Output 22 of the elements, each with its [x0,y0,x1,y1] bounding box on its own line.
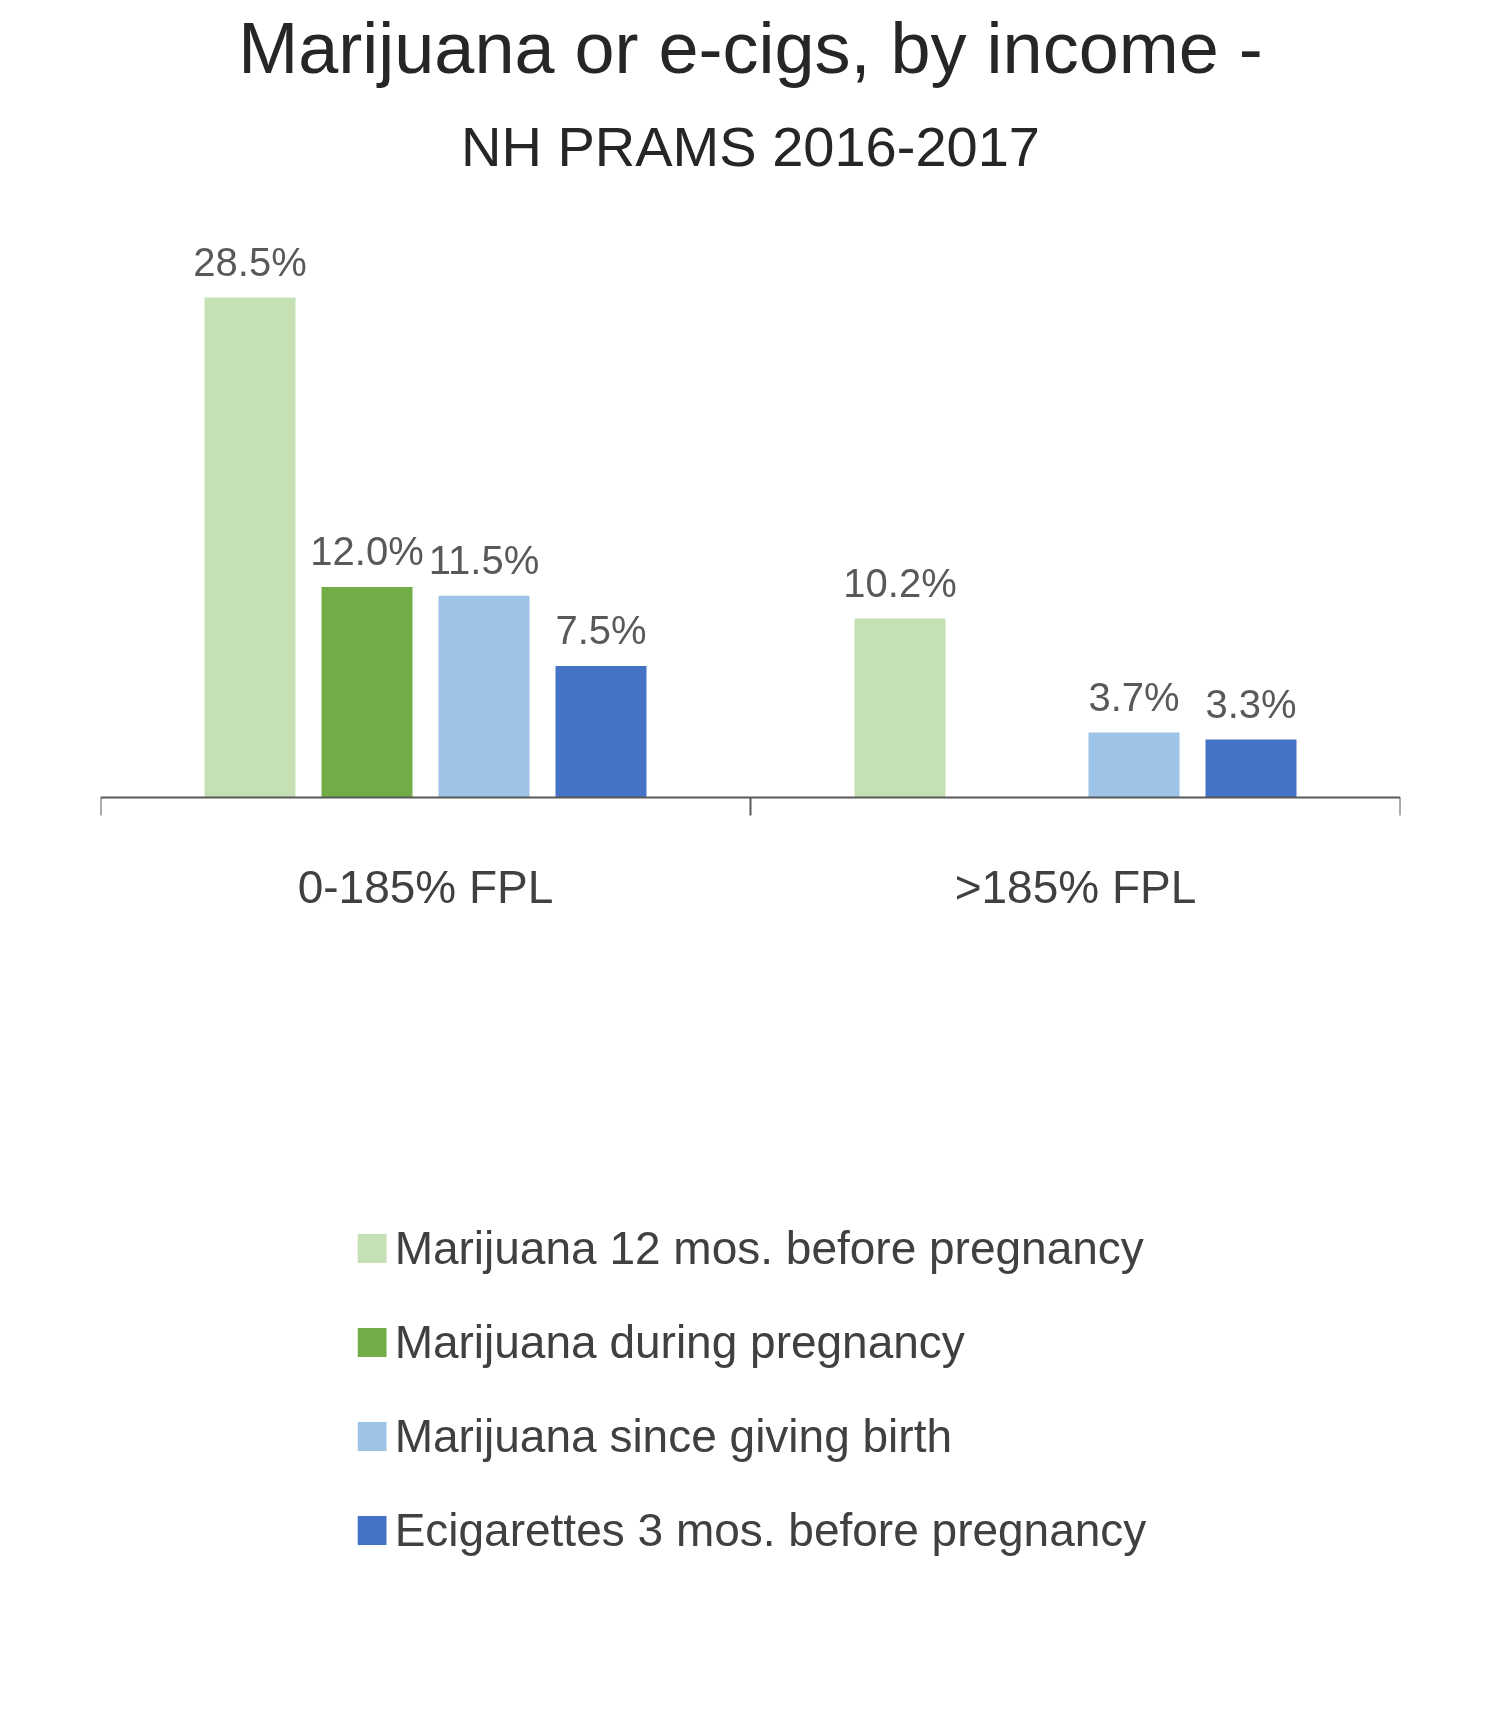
x-tick-label: 0-185% FPL [297,860,554,913]
bar [1205,739,1297,798]
chart-title: Marijuana or e-cigs, by income - [238,7,1263,88]
legend-label: Marijuana during pregnancy [394,1315,965,1369]
x-tick-label: >185% FPL [954,860,1197,913]
data-label: 3.7% [1088,674,1180,719]
data-label: 3.3% [1205,681,1297,726]
chart-subtitle: NH PRAMS 2016-2017 [461,114,1040,178]
bar [321,586,413,798]
bar [555,665,647,798]
legend-label: Marijuana 12 mos. before pregnancy [394,1221,1144,1275]
bar [204,297,296,798]
data-label: 28.5% [193,239,307,284]
bar [438,595,530,798]
data-label: 11.5% [428,537,540,582]
data-label: 7.5% [555,607,647,652]
bar [1088,732,1180,798]
bar [854,618,946,798]
data-label: 12.0% [310,528,424,573]
legend-label: Ecigarettes 3 mos. before pregnancy [394,1503,1147,1557]
legend-label: Marijuana since giving birth [394,1409,953,1463]
data-label: 10.2% [843,560,957,605]
